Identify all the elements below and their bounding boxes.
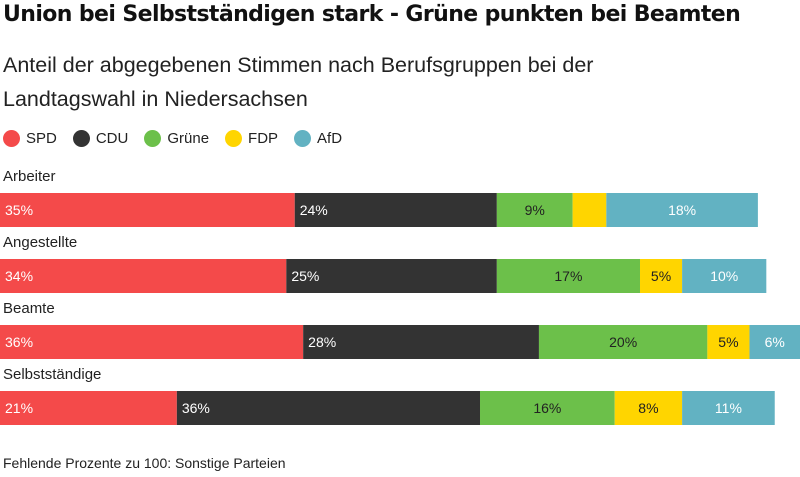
value-label-afd-arbeiter: 18% — [668, 202, 696, 218]
legend-label-afd: AfD — [317, 130, 343, 147]
bar-segment-spd-arbeiter — [0, 193, 295, 227]
chart-subtitle: Anteil der abgegebenen Stimmen nach Beru… — [3, 53, 594, 111]
value-label-cdu-beamte: 28% — [308, 334, 336, 350]
value-label-afd-angestellte: 10% — [710, 268, 738, 284]
legend-label-spd: SPD — [26, 130, 57, 147]
bar-segment-spd-selbststaendige — [0, 391, 177, 425]
legend-item-spd: SPD — [3, 130, 57, 147]
legend-swatch-fdp — [225, 130, 243, 147]
legend-swatch-spd — [3, 130, 20, 147]
bar-segment-spd-angestellte — [0, 259, 287, 293]
legend-label-gruene: Grüne — [167, 130, 210, 147]
value-label-cdu-selbststaendige: 36% — [182, 400, 210, 416]
category-label-arbeiter: Arbeiter — [3, 168, 56, 185]
value-label-gruene-arbeiter: 9% — [525, 202, 545, 218]
value-label-spd-angestellte: 34% — [5, 268, 33, 284]
value-label-cdu-arbeiter: 24% — [300, 202, 328, 218]
bar-segment-gruene-beamte — [538, 325, 708, 359]
bar-segment-fdp-arbeiter — [572, 193, 607, 227]
bar-segment-spd-beamte — [0, 325, 304, 359]
value-label-gruene-angestellte: 17% — [554, 268, 582, 284]
footnote: Fehlende Prozente zu 100: Sonstige Parte… — [3, 455, 286, 471]
value-label-spd-beamte: 36% — [5, 334, 33, 350]
legend-item-afd: AfD — [294, 130, 342, 147]
value-label-afd-selbststaendige: 11% — [715, 400, 742, 416]
bar-segment-fdp-angestellte — [640, 259, 683, 293]
bar-segment-afd-arbeiter — [606, 193, 758, 227]
value-label-fdp-beamte: 5% — [718, 334, 738, 350]
bar-segment-afd-beamte — [749, 325, 800, 359]
legend-swatch-afd — [294, 130, 312, 147]
legend-item-cdu: CDU — [72, 130, 129, 147]
value-label-afd-beamte: 6% — [765, 334, 785, 350]
category-label-beamte: Beamte — [3, 300, 55, 317]
value-label-spd-arbeiter: 35% — [5, 202, 33, 218]
category-label-angestellte: Angestellte — [3, 234, 77, 251]
bar-segment-cdu-arbeiter — [294, 193, 497, 227]
legend-swatch-gruene — [144, 130, 162, 147]
legend: SPD CDU Grüne FDP AfD — [3, 130, 358, 147]
bar-segment-afd-angestellte — [682, 259, 767, 293]
value-label-fdp-angestellte: 5% — [651, 268, 671, 284]
legend-item-gruene: Grüne — [144, 130, 209, 147]
bar-segment-gruene-arbeiter — [496, 193, 573, 227]
bar-segment-cdu-beamte — [303, 325, 539, 359]
value-label-fdp-selbststaendige: 8% — [638, 400, 658, 416]
bar-segment-cdu-angestellte — [286, 259, 497, 293]
bar-segment-fdp-beamte — [707, 325, 750, 359]
legend-swatch-cdu — [72, 130, 90, 147]
value-label-gruene-selbststaendige: 16% — [533, 400, 561, 416]
legend-label-fdp: FDP — [248, 130, 279, 147]
value-label-gruene-beamte: 20% — [609, 334, 637, 350]
value-label-spd-selbststaendige: 21% — [5, 400, 33, 416]
category-label-selbststaendige: Selbstständige — [3, 366, 101, 383]
value-label-cdu-angestellte: 25% — [291, 268, 319, 284]
legend-item-fdp: FDP — [225, 130, 278, 147]
bar-segment-afd-selbststaendige — [682, 391, 775, 425]
bar-segment-fdp-selbststaendige — [614, 391, 683, 425]
legend-label-cdu: CDU — [95, 130, 129, 147]
bar-segment-cdu-selbststaendige — [176, 391, 480, 425]
stacked-bar-chart: Arbeiter 35% 24% 9% 18% Angestellte 34% 25% 17% 5… — [0, 168, 800, 425]
bar-segment-gruene-selbststaendige — [480, 391, 615, 425]
bar-segment-gruene-angestellte — [496, 259, 640, 293]
chart-title: Union bei Selbstständigen stark - Grüne … — [3, 2, 741, 27]
